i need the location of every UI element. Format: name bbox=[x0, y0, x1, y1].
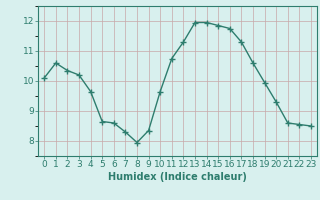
X-axis label: Humidex (Indice chaleur): Humidex (Indice chaleur) bbox=[108, 172, 247, 182]
